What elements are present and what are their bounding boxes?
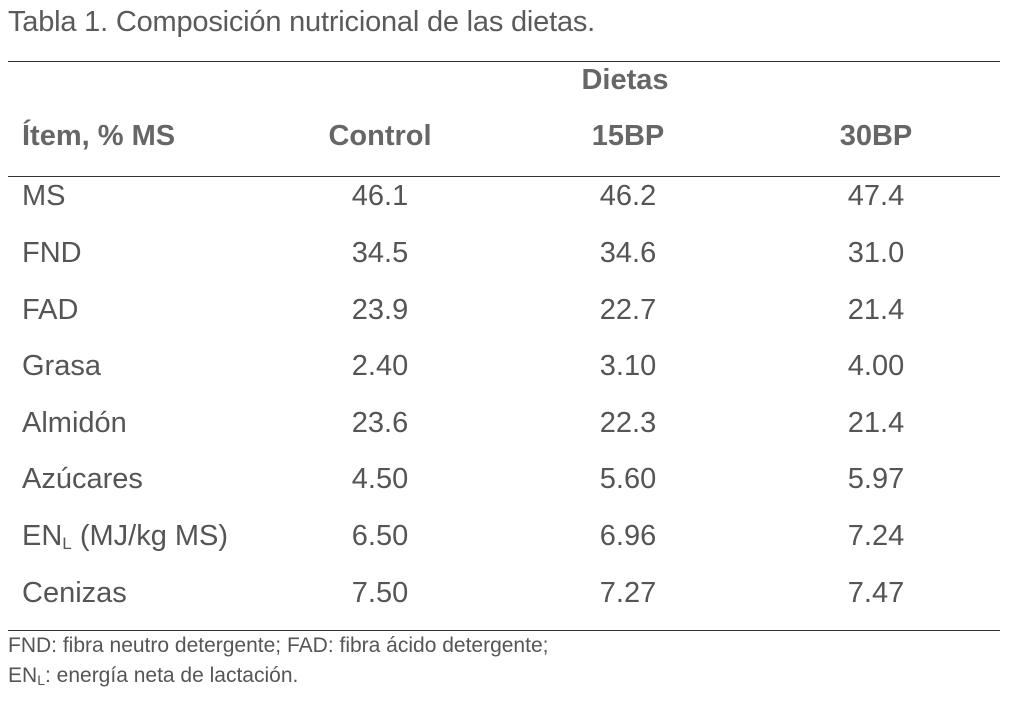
table-row: MS 46.1 46.2 47.4: [0, 180, 1010, 237]
cell-15bp: 22.3: [599, 407, 657, 439]
cell-control: 46.1: [351, 180, 409, 212]
row-label-main: EN: [22, 520, 63, 552]
cell-15bp: 5.60: [599, 463, 657, 495]
cell-control: 6.50: [351, 520, 409, 552]
table-row: ENL (MJ/kg MS) 6.50 6.96 7.24: [0, 520, 1010, 577]
cell-15bp: 3.10: [599, 350, 657, 382]
row-label: ENL (MJ/kg MS): [22, 520, 228, 554]
footnote-enl-subscript: L: [37, 672, 45, 688]
bottom-rule: [8, 630, 1000, 631]
top-rule: [8, 61, 1000, 62]
table-row: FND 34.5 34.6 31.0: [0, 237, 1010, 294]
cell-control: 34.5: [351, 237, 409, 269]
cell-15bp: 7.27: [599, 577, 657, 609]
cell-15bp: 46.2: [599, 180, 657, 212]
cell-control: 7.50: [351, 577, 409, 609]
row-label-subscript: L: [62, 534, 72, 553]
cell-30bp: 7.24: [847, 520, 905, 552]
cell-30bp: 4.00: [847, 350, 905, 382]
table-row: FAD 23.9 22.7 21.4: [0, 294, 1010, 351]
footnote-abbreviations: FND: fibra neutro detergente; FAD: fibra…: [8, 634, 549, 657]
row-label: Cenizas: [22, 577, 127, 609]
row-label-rest: (MJ/kg MS): [71, 520, 229, 552]
cell-control: 23.6: [351, 407, 409, 439]
cell-control: 23.9: [351, 294, 409, 326]
row-label: Azúcares: [22, 463, 143, 495]
cell-15bp: 6.96: [599, 520, 657, 552]
cell-30bp: 31.0: [847, 237, 905, 269]
cell-15bp: 34.6: [599, 237, 657, 269]
cell-30bp: 21.4: [847, 407, 905, 439]
row-label: Almidón: [22, 407, 127, 439]
column-header-30bp: 30BP: [839, 120, 913, 152]
cell-control: 2.40: [351, 350, 409, 382]
column-header-control: Control: [328, 120, 432, 152]
cell-control: 4.50: [351, 463, 409, 495]
table-row: Almidón 23.6 22.3 21.4: [0, 407, 1010, 464]
table-caption: Tabla 1. Composición nutricional de las …: [8, 6, 596, 38]
header-rule: [8, 176, 1000, 177]
row-label: MS: [22, 180, 66, 212]
row-label: FAD: [22, 294, 79, 326]
column-header-item: Ítem, % MS: [22, 120, 176, 152]
table-row: Azúcares 4.50 5.60 5.97: [0, 463, 1010, 520]
row-label: FND: [22, 237, 82, 269]
table-row: Grasa 2.40 3.10 4.00: [0, 350, 1010, 407]
column-header-15bp: 15BP: [591, 120, 665, 152]
table-row: Cenizas 7.50 7.27 7.47: [0, 577, 1010, 634]
cell-30bp: 21.4: [847, 294, 905, 326]
cell-30bp: 47.4: [847, 180, 905, 212]
footnote-enl-main: EN: [8, 664, 38, 687]
cell-30bp: 5.97: [847, 463, 905, 495]
row-label: Grasa: [22, 350, 101, 382]
footnote-enl-rest: : energía neta de lactación.: [44, 664, 299, 687]
group-header-dietas: Dietas: [581, 64, 669, 96]
cell-30bp: 7.47: [847, 577, 905, 609]
cell-15bp: 22.7: [599, 294, 657, 326]
footnote-enl: ENL: energía neta de lactación.: [8, 664, 298, 688]
